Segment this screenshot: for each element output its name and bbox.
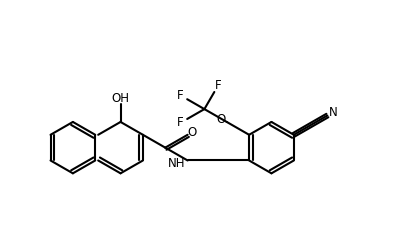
Text: OH: OH xyxy=(112,92,130,105)
Text: F: F xyxy=(215,79,221,92)
Text: F: F xyxy=(177,117,184,129)
Text: O: O xyxy=(216,113,225,126)
Text: NH: NH xyxy=(168,157,185,170)
Text: O: O xyxy=(187,126,197,139)
Text: N: N xyxy=(329,106,338,119)
Text: F: F xyxy=(177,89,184,102)
